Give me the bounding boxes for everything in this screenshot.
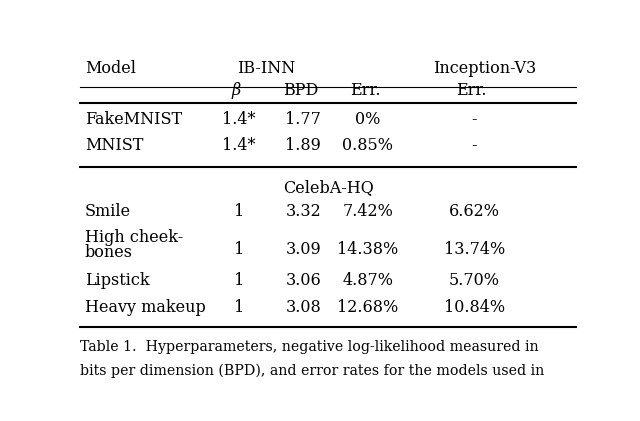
Text: High cheek-: High cheek- — [85, 229, 183, 246]
Text: 3.09: 3.09 — [285, 241, 321, 258]
Text: 1: 1 — [234, 272, 244, 289]
Text: Inception-V3: Inception-V3 — [433, 60, 536, 77]
Text: Lipstick: Lipstick — [85, 272, 150, 289]
Text: 3.08: 3.08 — [285, 298, 321, 316]
Text: 7.42%: 7.42% — [342, 203, 393, 220]
Text: -: - — [472, 138, 477, 155]
Text: 14.38%: 14.38% — [337, 241, 398, 258]
Text: 1: 1 — [234, 298, 244, 316]
Text: BPD: BPD — [283, 82, 318, 99]
Text: 1: 1 — [234, 241, 244, 258]
Text: 4.87%: 4.87% — [342, 272, 393, 289]
Text: 13.74%: 13.74% — [444, 241, 505, 258]
Text: 12.68%: 12.68% — [337, 298, 398, 316]
Text: 0.85%: 0.85% — [342, 138, 393, 155]
Text: Err.: Err. — [350, 82, 380, 99]
Text: CelebA-HQ: CelebA-HQ — [283, 179, 373, 196]
Text: 6.62%: 6.62% — [449, 203, 500, 220]
Text: Err.: Err. — [456, 82, 487, 99]
Text: IB-INN: IB-INN — [237, 60, 295, 77]
Text: 3.32: 3.32 — [285, 203, 321, 220]
Text: FakeMNIST: FakeMNIST — [85, 111, 182, 128]
Text: 10.84%: 10.84% — [444, 298, 505, 316]
Text: Model: Model — [85, 60, 136, 77]
Text: β: β — [232, 82, 241, 99]
Text: bones: bones — [85, 244, 133, 261]
Text: 5.70%: 5.70% — [449, 272, 500, 289]
Text: 1.4*: 1.4* — [222, 138, 255, 155]
Text: bits per dimension (BPD), and error rates for the models used in: bits per dimension (BPD), and error rate… — [80, 364, 544, 378]
Text: Smile: Smile — [85, 203, 131, 220]
Text: 1.89: 1.89 — [285, 138, 321, 155]
Text: 3.06: 3.06 — [285, 272, 321, 289]
Text: 1.77: 1.77 — [285, 111, 321, 128]
Text: Table 1.  Hyperparameters, negative log-likelihood measured in: Table 1. Hyperparameters, negative log-l… — [80, 341, 539, 354]
Text: Heavy makeup: Heavy makeup — [85, 298, 205, 316]
Text: MNIST: MNIST — [85, 138, 143, 155]
Text: 1: 1 — [234, 203, 244, 220]
Text: -: - — [472, 111, 477, 128]
Text: 0%: 0% — [355, 111, 380, 128]
Text: 1.4*: 1.4* — [222, 111, 255, 128]
